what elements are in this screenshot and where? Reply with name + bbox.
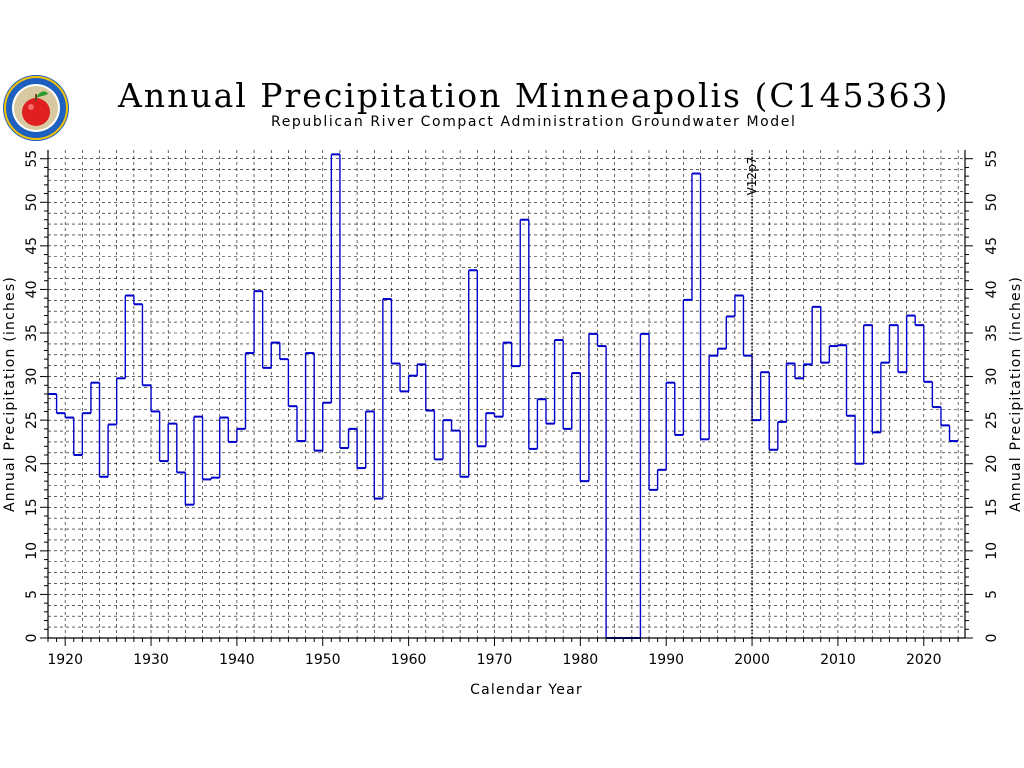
y-tick-label-right: 55	[984, 150, 1000, 168]
y-tick-label-right: 45	[984, 237, 1000, 255]
y-tick-label-left: 25	[24, 411, 40, 429]
y-tick-label-left: 10	[24, 542, 40, 560]
y-tick-label-left: 55	[24, 150, 40, 168]
x-tick-label: 2010	[820, 652, 856, 668]
series-layer	[48, 153, 959, 639]
x-tick-label: 1970	[477, 652, 513, 668]
labels: 1920 1930 1940 1950 1960 1970 1980 1990 2000 2010…	[2, 150, 1024, 698]
x-tick-label: 1980	[563, 652, 599, 668]
y-tick-label-left: 5	[24, 590, 40, 599]
y-tick-label-right: 10	[984, 542, 1000, 560]
x-tick-label: 2000	[734, 652, 770, 668]
y-tick-label-right: 25	[984, 411, 1000, 429]
y-tick-label-left: 45	[24, 237, 40, 255]
x-tick-label: 1930	[133, 652, 169, 668]
chart-title: Annual Precipitation Minneapolis (C14536…	[118, 76, 950, 115]
grid	[48, 150, 965, 638]
x-tick-label: 1950	[305, 652, 341, 668]
y-axis-title-left: Annual Precipitation (inches)	[2, 276, 18, 512]
y-tick-label-right: 50	[984, 193, 1000, 211]
y-tick-label-left: 15	[24, 498, 40, 516]
y-tick-label-right: 40	[984, 281, 1000, 299]
y-tick-label-right: 35	[984, 324, 1000, 342]
x-tick-label: 1940	[219, 652, 255, 668]
y-tick-label-left: 20	[24, 455, 40, 473]
y-tick-label-left: 30	[24, 368, 40, 386]
y-tick-label-left: 50	[24, 193, 40, 211]
axes	[40, 150, 973, 646]
chart-subtitle: Republican River Compact Administration …	[271, 114, 797, 130]
y-tick-label-right: 15	[984, 498, 1000, 516]
y-tick-label-left: 40	[24, 281, 40, 299]
y-tick-label-right: 0	[984, 634, 1000, 643]
y-axis-title-right: Annual Precipitation (inches)	[1008, 276, 1024, 512]
x-tick-label: 1960	[391, 652, 427, 668]
y-tick-label-right: 30	[984, 368, 1000, 386]
y-tick-label-left: 0	[24, 634, 40, 643]
x-axis-title: Calendar Year	[470, 682, 583, 698]
x-tick-label: 1990	[648, 652, 684, 668]
y-tick-label-right: 20	[984, 455, 1000, 473]
x-tick-label: 1920	[47, 652, 83, 668]
x-tick-label: 2020	[906, 652, 942, 668]
annotation-label: V12p7	[745, 157, 759, 196]
rrca-logo-icon	[3, 75, 69, 141]
y-tick-label-right: 5	[984, 590, 1000, 599]
y-tick-label-left: 35	[24, 324, 40, 342]
